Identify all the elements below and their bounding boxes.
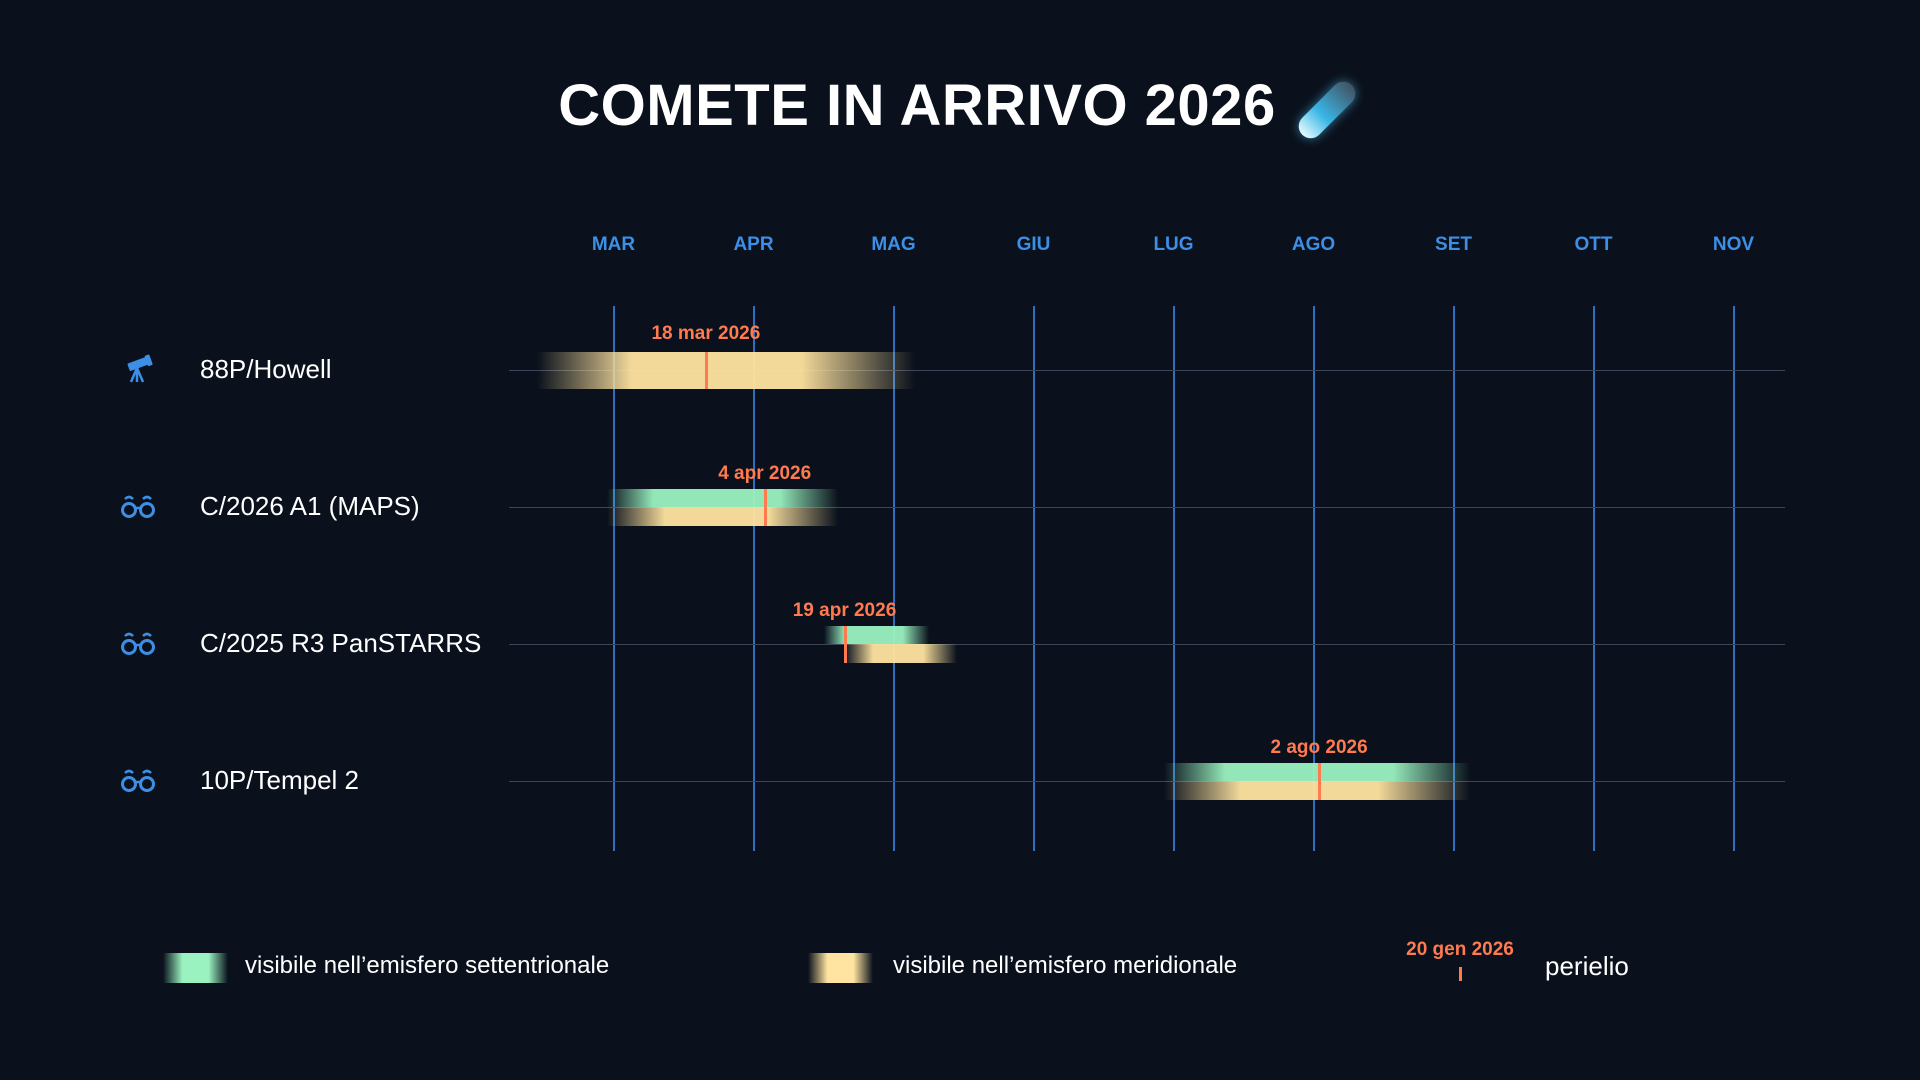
- page-title: COMETE IN ARRIVO 2026: [0, 72, 1920, 143]
- binoculars-icon: [120, 491, 156, 521]
- perihelion-label: 18 mar 2026: [651, 323, 761, 344]
- south-visibility-bar: [606, 507, 838, 526]
- month-gridline: [1732, 306, 1735, 851]
- row-baseline: [509, 507, 1785, 508]
- month-label-nov: NOV: [1712, 234, 1755, 255]
- legend-north-swatch: [163, 953, 228, 983]
- comet-icon: [1293, 76, 1360, 143]
- comet-name: 10P/Tempel 2: [200, 765, 359, 795]
- month-label-mar: MAR: [591, 234, 636, 255]
- comet-name: 88P/Howell: [200, 354, 332, 384]
- binoculars-icon: [120, 765, 156, 795]
- month-gridline: [752, 306, 755, 851]
- month-label-set: SET: [1435, 234, 1472, 255]
- month-gridline: [1452, 306, 1455, 851]
- row-baseline: [509, 644, 1785, 645]
- month-gridline: [612, 306, 615, 851]
- month-gridline: [1032, 306, 1035, 851]
- north-visibility-bar: [823, 626, 929, 644]
- south-visibility-bar: [1163, 781, 1471, 800]
- binoculars-icon: [120, 628, 156, 658]
- south-visibility-bar: [844, 644, 957, 663]
- month-gridline: [892, 306, 895, 851]
- legend-south-swatch: [808, 953, 873, 983]
- month-label-ago: AGO: [1291, 234, 1336, 255]
- month-label-giu: GIU: [1016, 234, 1051, 255]
- legend-north-label: visibile nell’emisfero settentrionale: [245, 952, 610, 979]
- legend-perihelion-label: perielio: [1545, 951, 1629, 981]
- perihelion-tick: [1318, 763, 1322, 800]
- telescope-icon: [120, 354, 156, 384]
- perihelion-label: 2 ago 2026: [1270, 737, 1368, 758]
- month-gridline: [1312, 306, 1315, 851]
- legend-perihelion-tick: [1459, 967, 1462, 981]
- north-visibility-bar: [1163, 763, 1471, 781]
- title-text: COMETE IN ARRIVO 2026: [558, 73, 1276, 138]
- row-baseline: [509, 370, 1785, 371]
- perihelion-tick: [704, 352, 708, 389]
- north-visibility-bar: [606, 489, 838, 507]
- legend-perihelion-example: 20 gen 2026: [1406, 939, 1514, 960]
- month-gridline: [1172, 306, 1175, 851]
- perihelion-tick: [763, 489, 767, 526]
- perihelion-label: 19 apr 2026: [792, 600, 897, 621]
- legend-south-label: visibile nell’emisfero meridionale: [893, 952, 1238, 979]
- perihelion-label: 4 apr 2026: [718, 463, 812, 484]
- comet-name: C/2025 R3 PanSTARRS: [200, 628, 482, 658]
- row-baseline: [509, 781, 1785, 782]
- perihelion-tick: [843, 626, 847, 663]
- month-label-apr: APR: [733, 234, 774, 255]
- month-label-ott: OTT: [1574, 234, 1613, 255]
- month-label-mag: MAG: [871, 234, 916, 255]
- month-label-lug: LUG: [1153, 234, 1194, 255]
- comet-name: C/2026 A1 (MAPS): [200, 491, 420, 521]
- south-visibility-bar: [536, 352, 915, 389]
- month-gridline: [1592, 306, 1595, 851]
